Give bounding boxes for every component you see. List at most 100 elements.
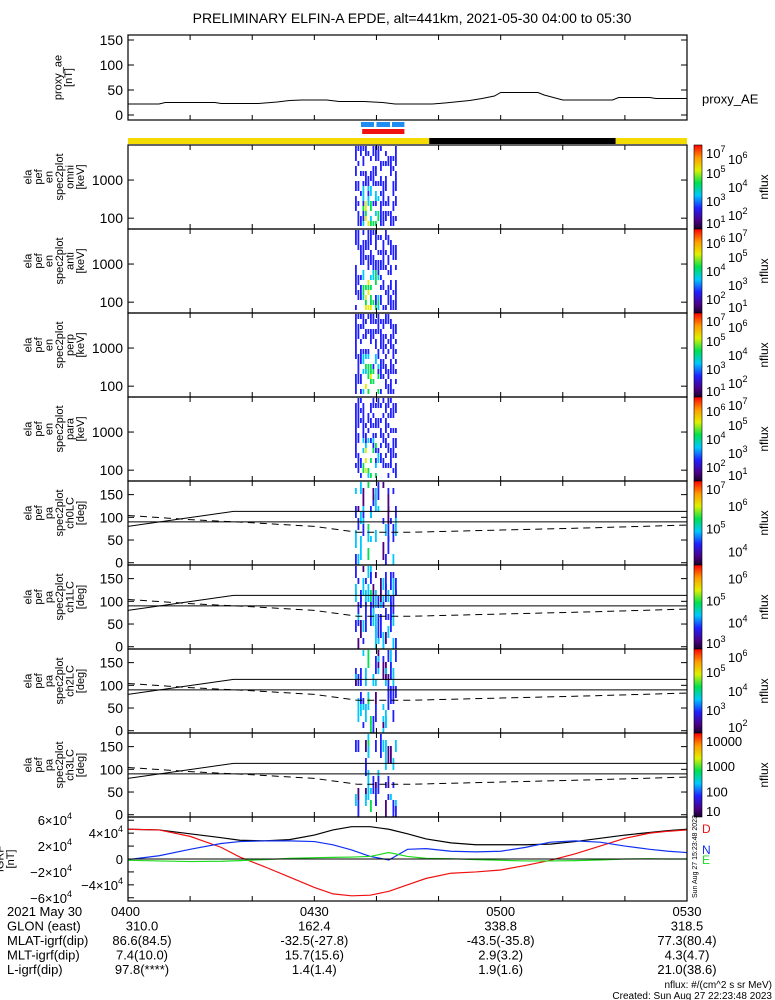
spectrogram-cell [367, 698, 370, 704]
spectrogram-cell [392, 428, 395, 433]
spectrogram-cell [382, 201, 385, 206]
spectrogram-cell [365, 181, 367, 186]
spectrogram-cell [382, 255, 385, 260]
spectrogram-cell [385, 181, 387, 186]
spectrogram-cell [355, 794, 357, 806]
y-tick-label: 50 [107, 532, 123, 548]
energy_perp-ylabel-line: spec2plot [54, 321, 66, 368]
spectrogram-cell [392, 674, 395, 686]
spectrogram-cell [370, 408, 372, 413]
colorbar-tick-label: 10000 [706, 734, 742, 749]
spectrogram-cell [382, 161, 385, 166]
spectrogram-cell [367, 524, 370, 530]
y-tick-label: 0 [115, 555, 123, 571]
spectrogram-cell [377, 196, 380, 201]
colorbar-tick-label: 102 [728, 718, 747, 735]
spectrogram-cell [375, 782, 377, 788]
spectrogram-cell [357, 280, 360, 285]
colorbar-tick-label: 103 [728, 276, 747, 293]
spectrogram-cell [375, 319, 377, 324]
spectrogram-cell [362, 275, 365, 280]
energy_para-ylabel-line: en [44, 423, 56, 435]
igrf-legend-N: N [702, 843, 711, 857]
spectrogram-cell [355, 146, 357, 151]
pa_ch3-ylabel-line: spec2plot [54, 741, 66, 788]
spectrogram-cell [375, 448, 377, 453]
spectrogram-cell [385, 632, 387, 644]
spectrogram-cell [395, 146, 397, 151]
spectrogram-cell [370, 275, 372, 280]
spectrogram-cell [357, 324, 360, 329]
proxy-ae-ylabel-line: [nT] [63, 68, 75, 87]
spectrogram-cell [365, 319, 367, 324]
spectrogram-cell [395, 156, 397, 161]
spectrogram-cell [355, 590, 357, 596]
spectrogram-cell [360, 704, 362, 716]
spectrogram-cell [395, 468, 397, 473]
spectrogram-cell [377, 305, 380, 310]
spectrogram-cell [380, 596, 382, 602]
spectrogram-cell [355, 319, 357, 324]
spectrogram-cell [380, 221, 382, 226]
spectrogram-cell [395, 800, 397, 806]
spectrogram-cell [392, 686, 395, 704]
spectrogram-cell [357, 374, 360, 379]
spectrogram-cell [360, 458, 362, 463]
spectrogram-cell [392, 438, 395, 443]
spectrogram-cell [357, 740, 360, 752]
spectrogram-cell [387, 506, 390, 524]
spectrogram-cell [395, 438, 397, 443]
spectrogram-cell [380, 453, 382, 458]
spectrogram-cell [365, 438, 367, 443]
spectrogram-cell [385, 216, 387, 221]
time-tick-label: 0430 [300, 904, 329, 919]
colorbar-tick-label: 102 [706, 458, 725, 475]
spectrogram-cell [390, 398, 392, 403]
spectrogram-cell [365, 443, 367, 448]
energy_perp-ylabel-line: ela [23, 337, 35, 353]
spectrogram-cell [362, 578, 365, 596]
spectrogram-cell [380, 319, 382, 324]
spectrogram-cell [362, 191, 365, 196]
spectrogram-cell [367, 290, 370, 295]
pa_ch2-cells [355, 650, 397, 733]
units-note: nflux: #/(cm^2 s sr MeV) [665, 980, 773, 991]
spectrogram-cell [360, 620, 362, 638]
spectrogram-cell [375, 359, 377, 364]
spectrogram-cell [380, 250, 382, 255]
spectrogram-cell [360, 473, 362, 478]
spectrogram-cell [357, 186, 360, 191]
spectrogram-cell [360, 379, 362, 384]
spectrogram-cell [385, 290, 387, 295]
spectrogram-cell [385, 524, 387, 536]
spectrogram-cell [392, 389, 395, 394]
spectrogram-cell [360, 285, 362, 290]
spectrogram-cell [390, 794, 392, 800]
spectrogram-cell [377, 295, 380, 300]
spectrogram-cell [377, 614, 380, 632]
spectrogram-cell [382, 349, 385, 354]
spectrogram-cell [372, 379, 375, 384]
spectrogram-cell [387, 524, 390, 542]
energy_perp-colorbar [693, 312, 703, 398]
spectrogram-cell [355, 680, 357, 686]
spectrogram-cell [395, 408, 397, 413]
spectrogram-cell [375, 201, 377, 206]
spectrogram-cell [380, 614, 382, 620]
spectrogram-cell [375, 433, 377, 438]
spectrogram-cell [382, 181, 385, 186]
spectrogram-cell [362, 428, 365, 433]
spectrogram-cell [392, 364, 395, 369]
spectrogram-cell [357, 230, 360, 235]
spectrogram-cell [382, 662, 385, 680]
colorbar-tick-label: 106 [728, 648, 747, 665]
spectrogram-cell [375, 692, 377, 704]
proxy-ae-frame [127, 34, 688, 121]
y-tick-label: 150 [100, 32, 124, 48]
spectrogram-cell [387, 433, 390, 438]
colorbar-tick-label: 100 [706, 785, 728, 800]
spectrogram-cell [375, 473, 377, 478]
spectrogram-cell [357, 314, 360, 319]
spectrogram-cell [355, 344, 357, 349]
spectrogram-cell [395, 473, 397, 478]
